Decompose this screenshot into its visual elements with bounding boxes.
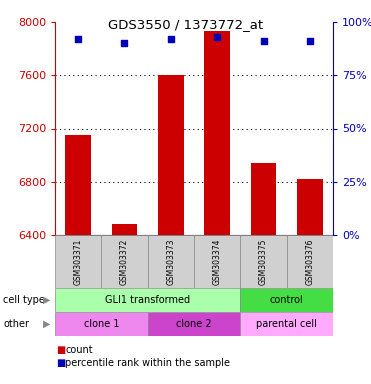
Text: ▶: ▶: [43, 295, 50, 305]
Bar: [55, 312, 148, 336]
Text: ▶: ▶: [43, 319, 50, 329]
Text: GSM303371: GSM303371: [74, 238, 83, 285]
Text: clone 2: clone 2: [176, 319, 212, 329]
Point: [122, 40, 128, 46]
Text: GSM303372: GSM303372: [120, 238, 129, 285]
Bar: [65, 135, 91, 235]
Bar: [55, 288, 240, 312]
Bar: [204, 31, 230, 235]
Text: cell type: cell type: [3, 295, 45, 305]
Text: GLI1 transformed: GLI1 transformed: [105, 295, 190, 305]
Text: GSM303374: GSM303374: [213, 238, 221, 285]
Bar: [101, 235, 148, 288]
Bar: [240, 235, 287, 288]
Point: [168, 36, 174, 42]
Text: percentile rank within the sample: percentile rank within the sample: [65, 358, 230, 368]
Point: [307, 38, 313, 44]
Text: ■: ■: [56, 358, 65, 368]
Bar: [240, 312, 333, 336]
Text: other: other: [3, 319, 29, 329]
Point: [260, 38, 266, 44]
Text: GSM303376: GSM303376: [305, 238, 314, 285]
Bar: [148, 235, 194, 288]
Text: GSM303375: GSM303375: [259, 238, 268, 285]
Bar: [158, 75, 184, 235]
Text: count: count: [65, 345, 93, 355]
Text: GSM303373: GSM303373: [166, 238, 175, 285]
Bar: [112, 224, 137, 235]
Text: clone 1: clone 1: [83, 319, 119, 329]
Bar: [148, 312, 240, 336]
Text: parental cell: parental cell: [256, 319, 317, 329]
Bar: [251, 163, 276, 235]
Bar: [55, 235, 101, 288]
Text: ■: ■: [56, 345, 65, 355]
Text: control: control: [270, 295, 303, 305]
Bar: [240, 288, 333, 312]
Text: GDS3550 / 1373772_at: GDS3550 / 1373772_at: [108, 18, 263, 31]
Point: [75, 36, 81, 42]
Bar: [194, 235, 240, 288]
Bar: [297, 179, 322, 235]
Bar: [287, 235, 333, 288]
Point: [214, 34, 220, 40]
